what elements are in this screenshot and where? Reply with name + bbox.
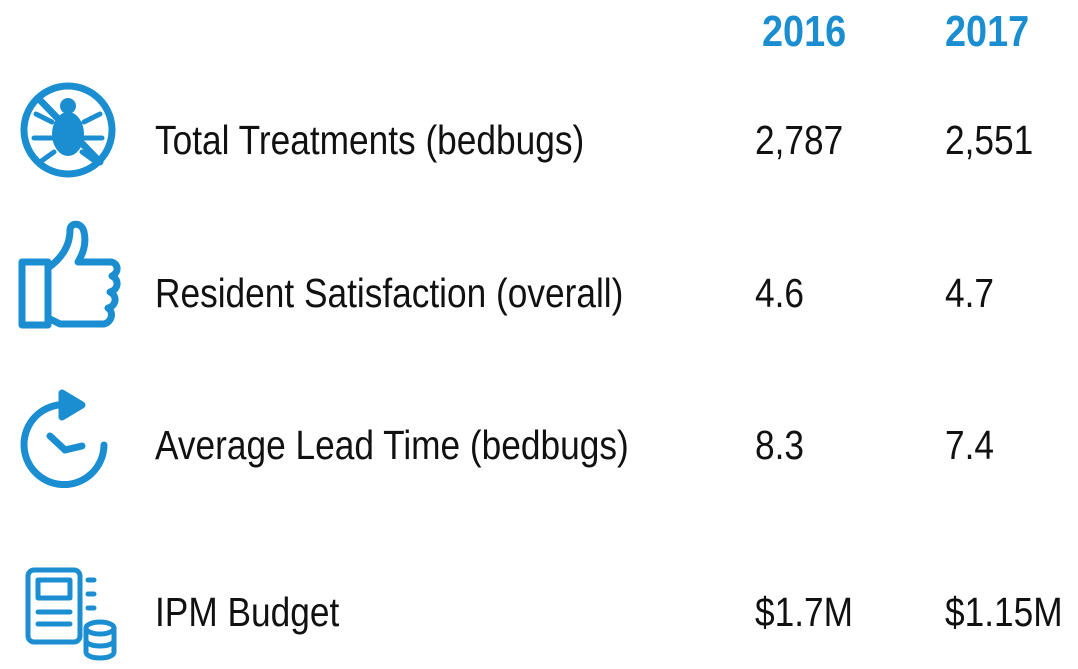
clock-icon xyxy=(20,389,108,489)
value-2016: 2,787 xyxy=(755,117,844,163)
column-header: 2016 xyxy=(762,7,847,56)
value-2016: $1.7M xyxy=(755,589,853,635)
value-2017: 2,551 xyxy=(945,117,1034,163)
row-label: Average Lead Time (bedbugs) xyxy=(155,422,629,468)
no-bug-icon xyxy=(20,82,116,178)
row-label: Resident Satisfaction (overall) xyxy=(155,270,624,316)
value-2017: 7.4 xyxy=(945,422,995,468)
budget-icon xyxy=(25,567,117,661)
value-2017: 4.7 xyxy=(945,270,995,316)
value-2016: 8.3 xyxy=(755,422,805,468)
thumbs-up-icon xyxy=(18,220,121,329)
row-label: Total Treatments (bedbugs) xyxy=(155,117,585,163)
column-header: 2017 xyxy=(945,7,1030,56)
row-label: IPM Budget xyxy=(155,589,340,635)
value-2016: 4.6 xyxy=(755,270,805,316)
value-2017: $1.15M xyxy=(945,589,1063,635)
